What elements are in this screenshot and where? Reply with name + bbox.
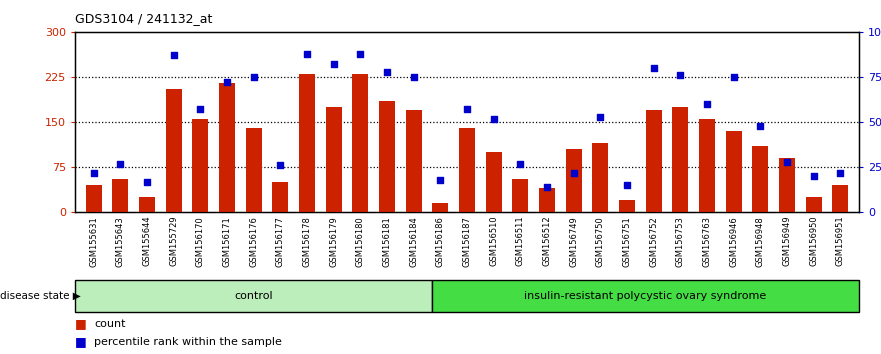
Point — [220, 80, 234, 85]
Text: disease state ▶: disease state ▶ — [0, 291, 81, 301]
Point — [727, 74, 741, 80]
Bar — [699, 119, 715, 212]
Text: GSM156178: GSM156178 — [302, 216, 311, 267]
Text: GSM155643: GSM155643 — [115, 216, 125, 267]
Bar — [433, 280, 859, 312]
Text: GSM156179: GSM156179 — [329, 216, 338, 267]
Text: GSM156184: GSM156184 — [409, 216, 418, 267]
Bar — [672, 107, 688, 212]
Bar — [539, 188, 555, 212]
Text: GSM156510: GSM156510 — [489, 216, 498, 267]
Point — [486, 116, 500, 121]
Point — [647, 65, 661, 71]
Point — [273, 162, 287, 168]
Point — [167, 52, 181, 58]
Bar — [646, 110, 662, 212]
Bar — [592, 143, 608, 212]
Point — [86, 170, 100, 176]
Text: GSM156948: GSM156948 — [756, 216, 765, 267]
Point — [113, 161, 127, 166]
Bar — [726, 131, 742, 212]
Point — [327, 62, 341, 67]
Bar — [192, 119, 208, 212]
Text: GSM155631: GSM155631 — [89, 216, 98, 267]
Text: percentile rank within the sample: percentile rank within the sample — [94, 337, 282, 347]
Bar — [512, 179, 529, 212]
Bar — [405, 110, 422, 212]
Point — [514, 161, 528, 166]
Bar — [272, 182, 288, 212]
Bar — [85, 185, 101, 212]
Text: GSM156753: GSM156753 — [676, 216, 685, 267]
Bar — [299, 74, 315, 212]
Bar — [459, 128, 475, 212]
Bar — [218, 83, 235, 212]
Text: GSM155644: GSM155644 — [143, 216, 152, 267]
Point — [700, 101, 714, 107]
Point — [300, 51, 314, 56]
Text: GDS3104 / 241132_at: GDS3104 / 241132_at — [75, 12, 212, 25]
Bar — [352, 74, 368, 212]
Point — [753, 123, 767, 129]
Point — [193, 107, 207, 112]
Text: insulin-resistant polycystic ovary syndrome: insulin-resistant polycystic ovary syndr… — [524, 291, 766, 301]
Text: GSM156181: GSM156181 — [382, 216, 391, 267]
Bar — [379, 101, 395, 212]
Bar — [833, 185, 848, 212]
Text: GSM156946: GSM156946 — [729, 216, 738, 267]
Point — [593, 114, 607, 120]
Bar — [619, 200, 635, 212]
Text: GSM156749: GSM156749 — [569, 216, 578, 267]
Bar — [805, 198, 822, 212]
Text: GSM156763: GSM156763 — [702, 216, 712, 267]
Point — [353, 51, 367, 56]
Point — [460, 107, 474, 112]
Bar — [779, 158, 795, 212]
Point — [807, 173, 821, 179]
Point — [566, 170, 581, 176]
Text: GSM156177: GSM156177 — [276, 216, 285, 267]
Point — [140, 179, 154, 184]
Point — [406, 74, 420, 80]
Text: GSM155729: GSM155729 — [169, 216, 178, 267]
Text: count: count — [94, 319, 126, 329]
Bar — [326, 107, 342, 212]
Text: GSM156951: GSM156951 — [836, 216, 845, 267]
Point — [620, 183, 634, 188]
Text: GSM156751: GSM156751 — [623, 216, 632, 267]
Text: GSM156187: GSM156187 — [463, 216, 471, 267]
Point — [380, 69, 394, 74]
Bar — [752, 146, 768, 212]
Text: GSM156752: GSM156752 — [649, 216, 658, 267]
Bar — [433, 203, 448, 212]
Point — [780, 159, 794, 165]
Bar — [566, 149, 581, 212]
Text: GSM156180: GSM156180 — [356, 216, 365, 267]
Text: control: control — [234, 291, 273, 301]
Point — [833, 170, 848, 176]
Bar — [112, 179, 129, 212]
Bar — [246, 128, 262, 212]
Point — [247, 74, 261, 80]
Text: GSM156950: GSM156950 — [809, 216, 818, 267]
Bar — [166, 89, 181, 212]
Text: GSM156949: GSM156949 — [782, 216, 791, 267]
Text: GSM156186: GSM156186 — [436, 216, 445, 267]
Text: ■: ■ — [75, 318, 86, 330]
Text: GSM156512: GSM156512 — [543, 216, 552, 267]
Text: GSM156511: GSM156511 — [515, 216, 525, 267]
Text: GSM156750: GSM156750 — [596, 216, 604, 267]
Point — [433, 177, 448, 183]
Bar — [485, 152, 501, 212]
Text: GSM156171: GSM156171 — [222, 216, 232, 267]
Point — [540, 184, 554, 190]
Point — [673, 72, 687, 78]
Bar — [75, 280, 433, 312]
Text: GSM156176: GSM156176 — [249, 216, 258, 267]
Bar — [139, 198, 155, 212]
Text: ■: ■ — [75, 335, 86, 348]
Text: GSM156170: GSM156170 — [196, 216, 204, 267]
